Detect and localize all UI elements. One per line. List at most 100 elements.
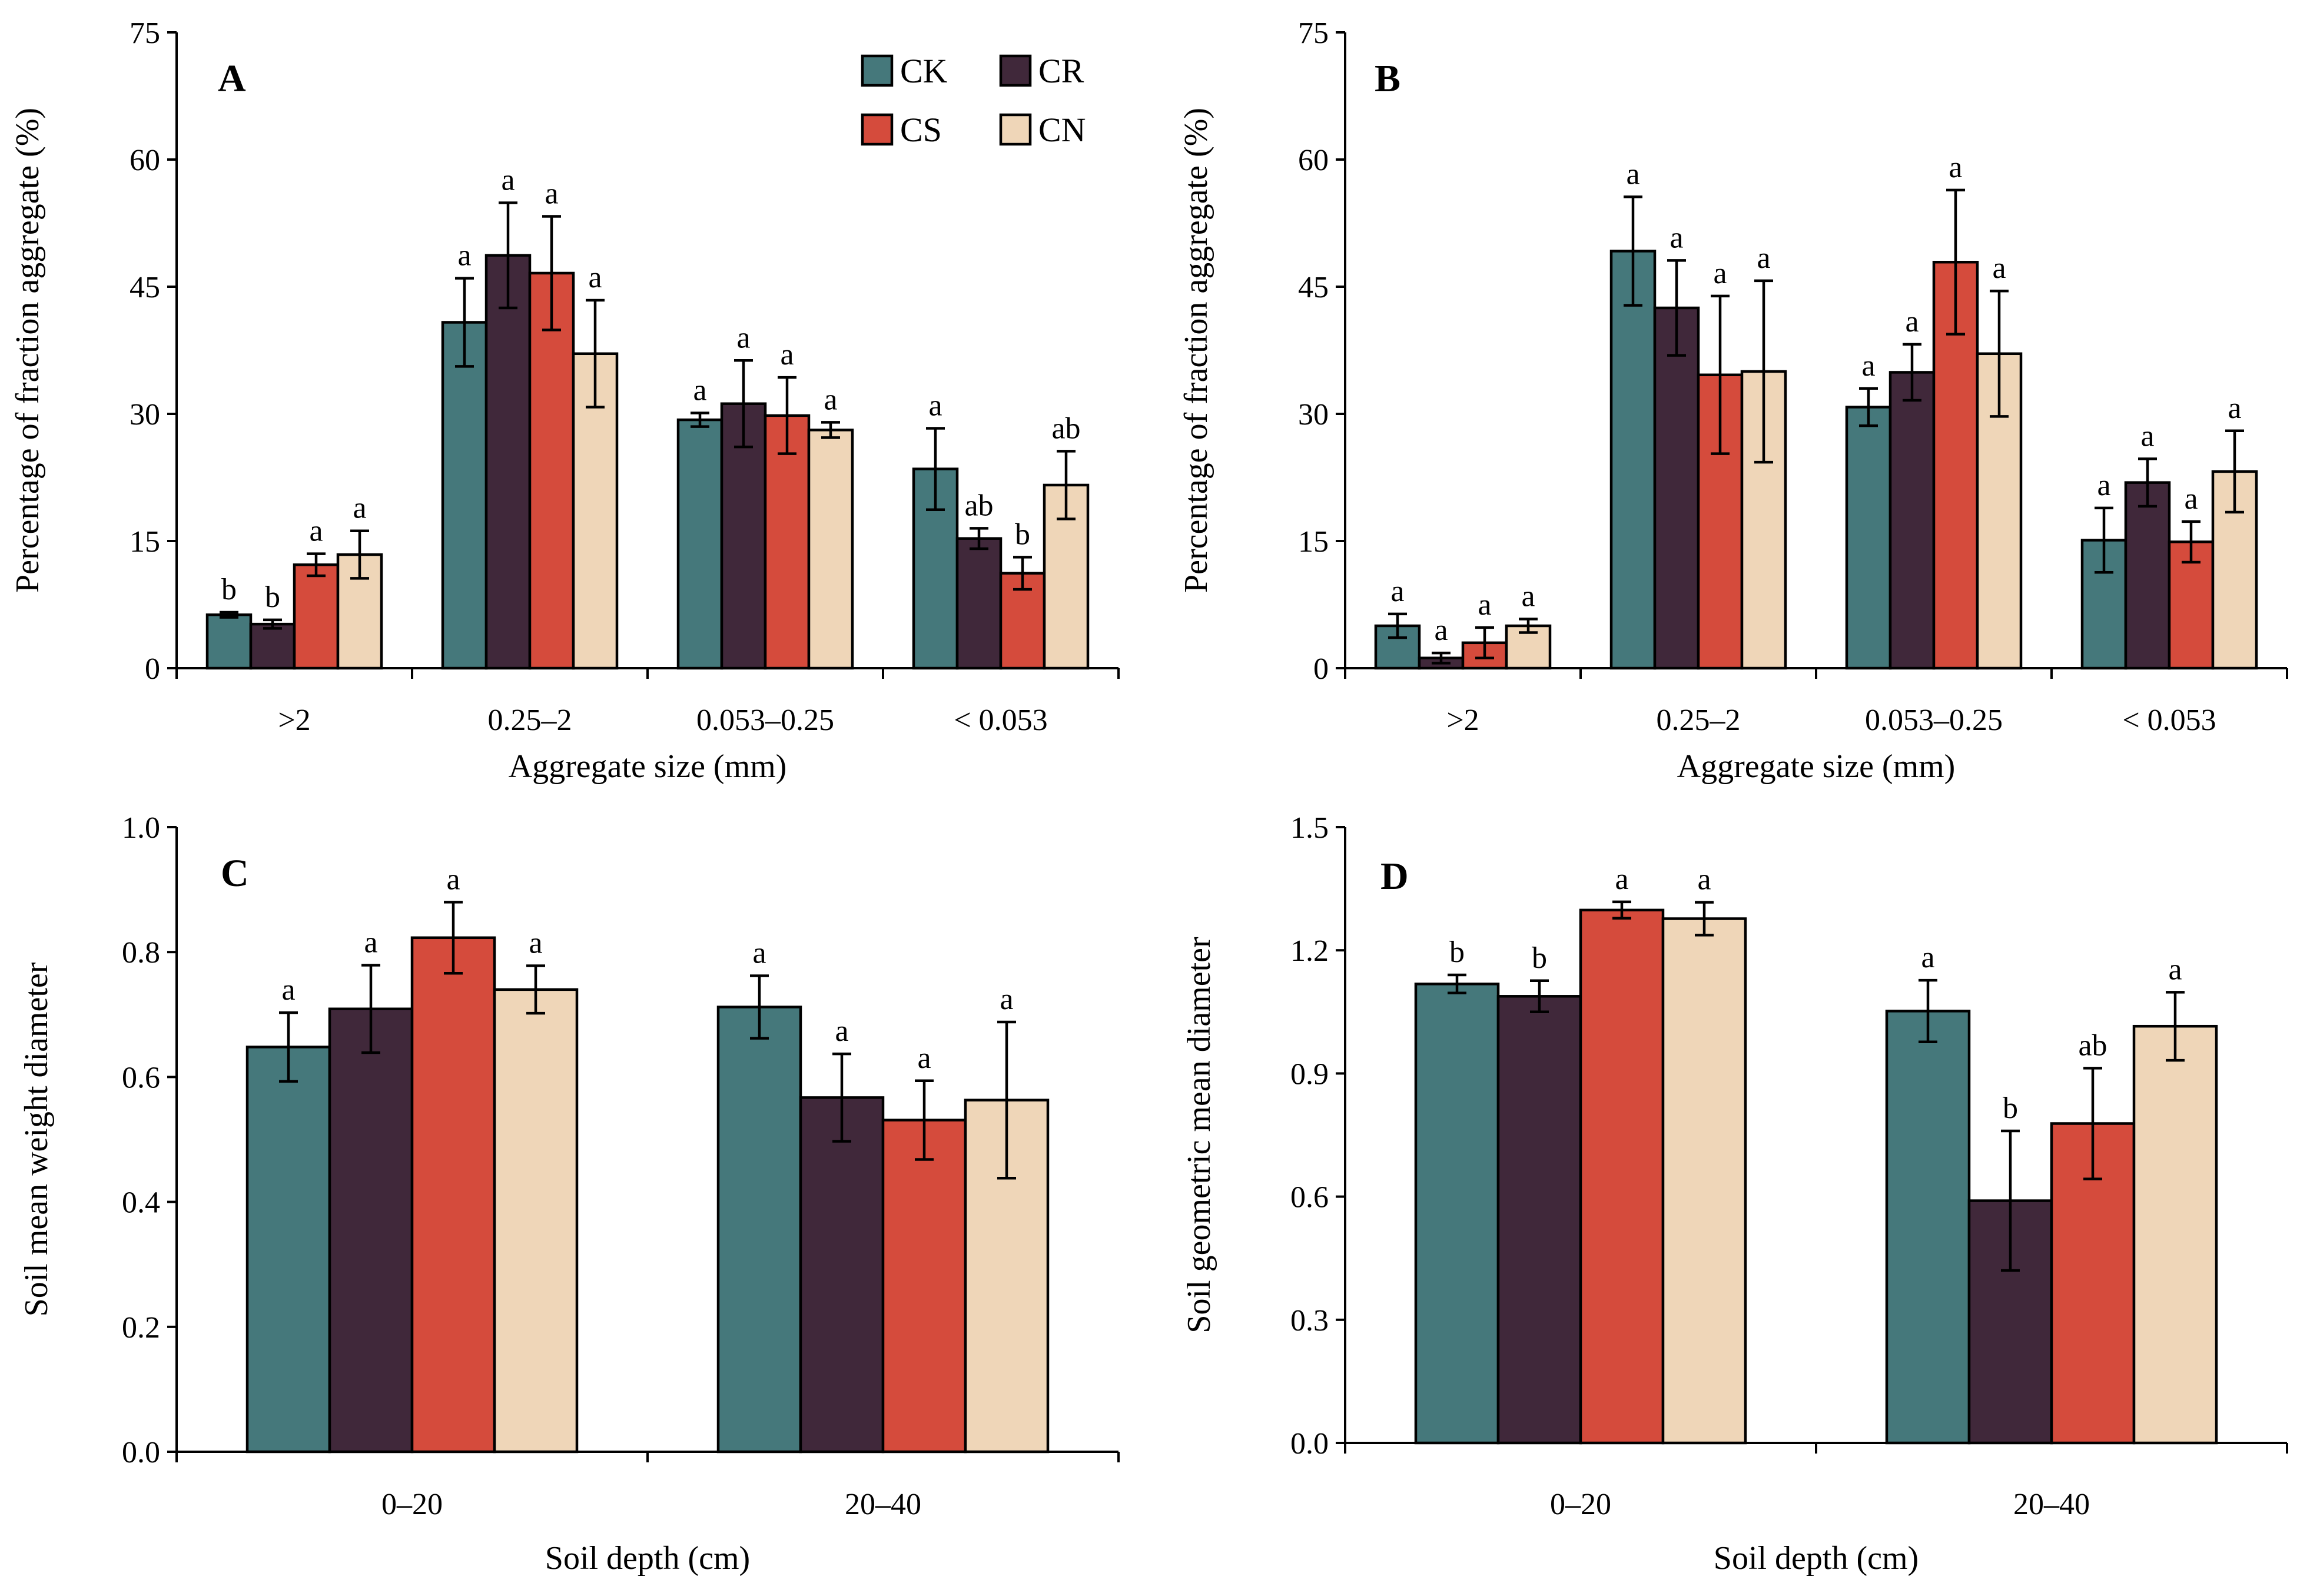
bar-cn — [1976, 352, 2023, 670]
y-tick-label: 45 — [1298, 271, 1329, 304]
significance-letter: a — [364, 925, 377, 959]
bar-ck — [676, 418, 723, 670]
significance-letter: a — [824, 383, 837, 416]
bar-cr — [799, 1096, 885, 1454]
significance-letter: b — [1532, 941, 1547, 975]
significance-letter: a — [780, 338, 794, 371]
significance-letter: a — [736, 321, 750, 354]
error-bar — [750, 974, 769, 1040]
significance-letter: b — [1449, 935, 1465, 969]
error-bar — [2225, 429, 2244, 514]
significance-letter: a — [928, 389, 942, 422]
error-bar — [1013, 556, 1032, 591]
error-bar — [997, 1020, 1016, 1180]
error-bar — [915, 1079, 934, 1161]
y-tick-label: 60 — [1298, 144, 1329, 177]
error-bar — [832, 1052, 851, 1143]
error-bar — [1903, 343, 1921, 402]
error-bar — [1448, 973, 1466, 994]
y-tick-label: 0 — [145, 652, 160, 686]
bar-cr — [1653, 306, 1700, 670]
error-bar — [1919, 978, 1937, 1043]
significance-letter: a — [457, 239, 471, 273]
bar-cr — [249, 622, 296, 670]
significance-letter: a — [446, 862, 460, 896]
error-bar — [1432, 651, 1451, 665]
bar-ck — [716, 1006, 802, 1454]
significance-letter: a — [353, 492, 366, 525]
error-bar — [542, 215, 561, 331]
y-axis-label: Percentage of fraction aggregate (%) — [1178, 108, 1214, 593]
significance-letter: a — [1434, 613, 1448, 647]
error-bar — [821, 421, 840, 439]
significance-letter: a — [1615, 862, 1628, 896]
significance-letter: a — [1861, 349, 1875, 383]
y-axis-label: Soil mean weight diameter — [18, 962, 55, 1316]
significance-letter: a — [281, 973, 295, 1007]
error-bar — [220, 610, 238, 619]
legend-label: CR — [1038, 52, 1084, 90]
error-bar — [734, 359, 753, 449]
x-axis-label: Soil depth (cm) — [545, 1540, 750, 1577]
x-tick-label: 0–20 — [381, 1488, 443, 1521]
error-bar — [2138, 457, 2157, 508]
error-bar — [1388, 612, 1407, 639]
y-tick-label: 0 — [1313, 652, 1329, 686]
bar-cs — [1579, 908, 1665, 1445]
legend-swatch-cr — [999, 54, 1032, 87]
y-tick-label: 15 — [1298, 525, 1329, 559]
x-tick-label: < 0.053 — [2122, 704, 2216, 737]
y-tick-label: 75 — [1298, 16, 1329, 50]
significance-letter: a — [752, 937, 766, 970]
x-tick-label: 0–20 — [1550, 1488, 1611, 1521]
bar-ck — [441, 321, 488, 670]
error-bar — [970, 527, 988, 550]
x-tick-label: >2 — [278, 704, 310, 737]
significance-letter: a — [1992, 251, 2006, 285]
panel-c: 0.0 0.2 0.4 0.6 0.8 1.0 0–20 20–40 a a a a a a a a C Soil… — [18, 811, 1120, 1577]
significance-letter: a — [529, 927, 542, 960]
bar-ck — [1885, 1010, 1971, 1445]
panel-label: D — [1380, 855, 1409, 898]
significance-letter: a — [917, 1041, 931, 1075]
error-bar — [2083, 1067, 2102, 1180]
bar-cr — [328, 1007, 414, 1454]
significance-letter: a — [545, 177, 558, 210]
error-bar — [691, 412, 709, 428]
legend-swatch-cs — [861, 113, 894, 146]
legend-swatch-ck — [861, 54, 894, 87]
significance-letter: a — [835, 1014, 848, 1048]
error-bar — [1711, 294, 1730, 455]
bar-ck — [245, 1046, 331, 1454]
significance-letter: a — [309, 515, 323, 548]
error-bar — [307, 552, 326, 578]
significance-letter: a — [693, 374, 706, 407]
x-tick-label: 0.053–0.25 — [696, 704, 834, 737]
y-tick-label: 0.9 — [1290, 1057, 1329, 1091]
significance-letter: a — [1949, 151, 1962, 184]
error-bar — [2166, 991, 2185, 1062]
significance-letter: a — [1000, 983, 1013, 1016]
error-bar — [1695, 901, 1714, 937]
error-bar — [1859, 387, 1878, 427]
y-tick-label: 1.5 — [1290, 811, 1329, 845]
bar-cr — [1888, 371, 1936, 670]
significance-letter: a — [1626, 157, 1639, 191]
significance-letter: b — [1015, 517, 1030, 551]
bar-ck — [1609, 250, 1657, 670]
y-tick-label: 0.0 — [1290, 1427, 1329, 1461]
panel-label: C — [221, 852, 249, 895]
significance-letter: a — [1670, 221, 1683, 254]
significance-letter: b — [221, 573, 237, 606]
y-tick-label: 15 — [130, 525, 160, 559]
x-axis-label: Aggregate size (mm) — [509, 748, 787, 785]
significance-letter: a — [2140, 419, 2154, 453]
x-tick-label: 20–40 — [845, 1488, 921, 1521]
error-bar — [1475, 626, 1494, 659]
significance-letter: a — [1390, 575, 1404, 608]
error-bar — [1946, 188, 1965, 336]
significance-letter: a — [1478, 588, 1491, 622]
bar-ck — [1414, 983, 1500, 1445]
error-bar — [586, 298, 605, 409]
